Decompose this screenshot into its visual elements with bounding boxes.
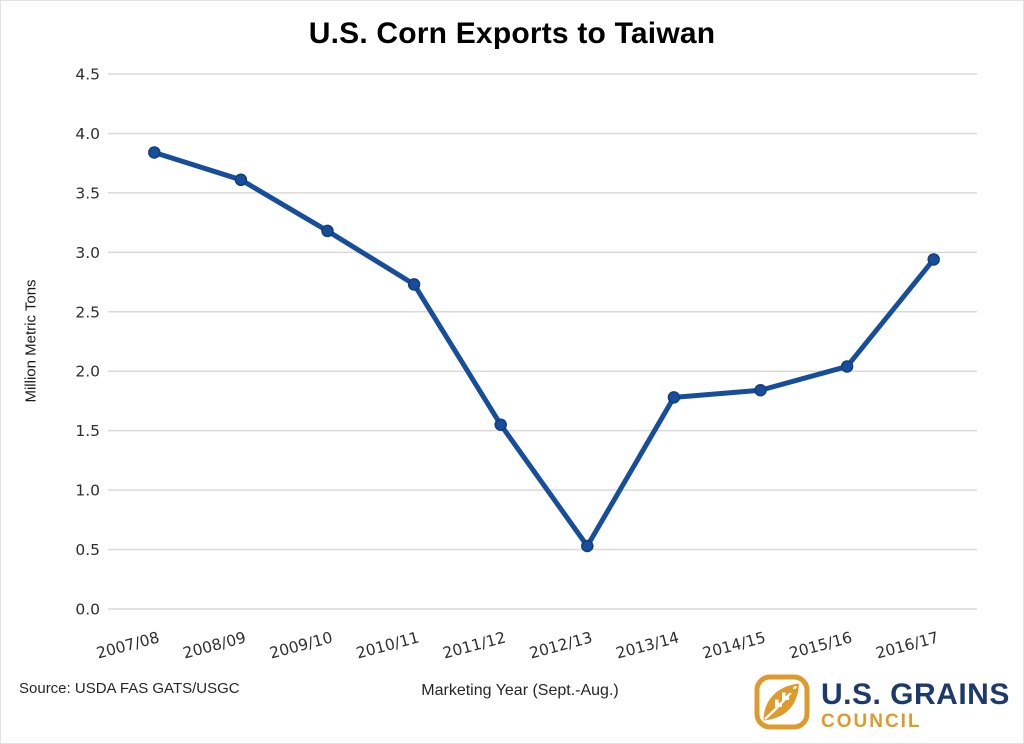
- x-tick-label: 2012/13: [527, 628, 594, 662]
- y-tick-label: 2.5: [75, 303, 100, 321]
- y-axis-title: Million Metric Tons: [22, 279, 40, 403]
- trend-line: [151, 149, 937, 549]
- data-point: [494, 418, 507, 431]
- x-tick-label: 2014/15: [701, 628, 768, 662]
- x-tick-label: 2015/16: [787, 628, 854, 662]
- x-tick-label: 2009/10: [268, 628, 335, 662]
- data-point: [927, 253, 940, 266]
- data-point: [407, 278, 421, 291]
- data-point: [321, 224, 334, 238]
- y-tick-label: 3.5: [75, 184, 100, 202]
- logo-text: U.S. GRAINS COUNCIL: [821, 674, 1010, 732]
- data-point: [581, 539, 594, 553]
- x-tick-label: 2007/08: [94, 628, 161, 662]
- us-grains-council-logo: U.S. GRAINS COUNCIL: [754, 674, 1010, 732]
- x-tick-label: 2008/09: [181, 628, 248, 662]
- data-point: [148, 146, 161, 159]
- x-axis-title: Marketing Year (Sept.-Aug.): [421, 682, 619, 699]
- x-tick-label: 2011/12: [441, 628, 508, 662]
- y-tick-label: 0.0: [75, 601, 100, 619]
- logo-secondary-text: COUNCIL: [821, 710, 922, 732]
- data-point: [840, 360, 854, 373]
- y-tick-label: 1.0: [75, 482, 100, 500]
- x-tick-label: 2010/11: [354, 628, 421, 662]
- y-tick-label: 4.5: [75, 66, 100, 84]
- x-tick-label: 2016/17: [874, 628, 941, 662]
- source-note: Source: USDA FAS GATS/USGC: [19, 680, 240, 697]
- data-point: [754, 383, 767, 397]
- y-tick-label: 0.5: [75, 541, 100, 559]
- grains-leaf-icon: [754, 674, 810, 730]
- logo-primary-text: U.S. GRAINS: [821, 678, 1010, 711]
- y-tick-label: 1.5: [75, 422, 100, 440]
- chart-title: U.S. Corn Exports to Taiwan: [308, 17, 716, 50]
- data-point: [667, 391, 681, 404]
- x-tick-label: 2013/14: [614, 628, 681, 662]
- y-tick-label: 2.0: [75, 363, 100, 381]
- y-tick-label: 3.0: [75, 244, 100, 262]
- data-point: [234, 173, 248, 187]
- y-tick-label: 4.0: [75, 125, 100, 143]
